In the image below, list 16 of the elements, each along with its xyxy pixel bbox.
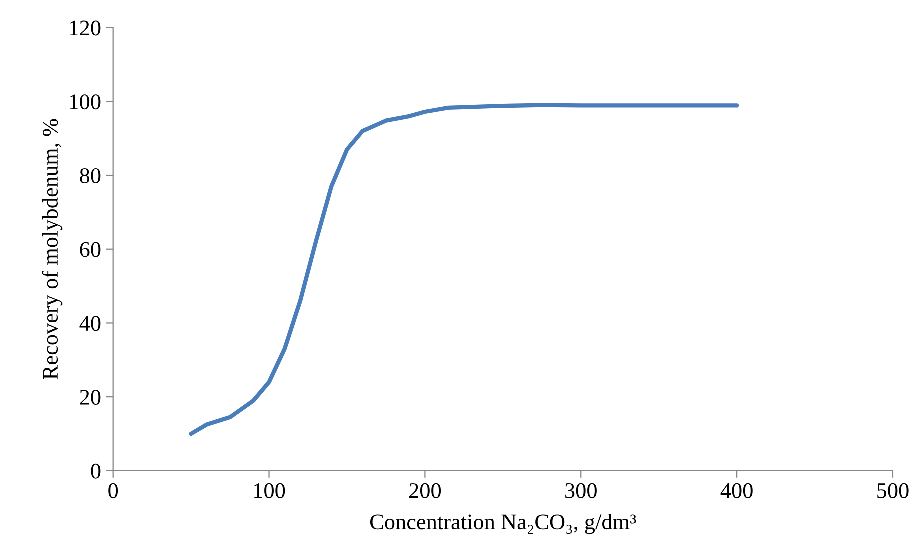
y-tick-label: 100 [70, 94, 101, 110]
x-tick-label: 0 [108, 483, 118, 498]
y-tick-label: 80 [80, 168, 101, 184]
line-series [189, 103, 740, 436]
y-tick-label: 0 [91, 464, 101, 479]
y-tick-label: 40 [80, 316, 101, 332]
x-tick-label: 100 [254, 483, 286, 498]
x-axis-title: Concentration Na₂CO₃, g/dm³ [370, 514, 636, 534]
x-tick-label: 300 [566, 483, 597, 498]
x-tick-label: 400 [720, 483, 753, 498]
y-tick-label: 20 [80, 390, 101, 406]
x-tick-label: 500 [878, 483, 909, 498]
y-tick-label: 120 [70, 20, 101, 36]
x-tick-label: 200 [410, 483, 442, 498]
y-axis-title: Recovery of molybdenum, % [42, 119, 63, 380]
y-tick-label: 60 [80, 242, 101, 258]
